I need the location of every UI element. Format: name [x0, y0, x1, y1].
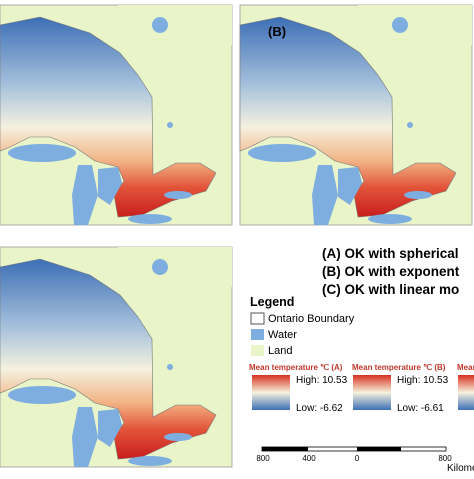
scale-tick: 400 [302, 454, 316, 463]
color-ramp [353, 375, 391, 410]
ramp-title: Mean temperature ℃ (A) [249, 363, 343, 372]
legend-swatch [251, 329, 264, 340]
color-ramp [458, 375, 474, 410]
legend-title: Legend [250, 295, 294, 309]
ramp-high: High: 10.53 [397, 375, 449, 386]
legend-item: Land [268, 345, 292, 357]
color-ramp [252, 375, 290, 410]
scale-tick: 0 [355, 454, 360, 463]
method-label: (B) OK with exponent [322, 264, 460, 279]
panel-label: (B) [268, 24, 286, 39]
map-a [0, 4, 233, 226]
scale-tick: 800 [438, 454, 452, 463]
scale-bar [262, 447, 308, 451]
scale-tick: 800 [256, 454, 270, 463]
legend-item: Ontario Boundary [268, 313, 355, 325]
ramp-high: High: 10.53 [296, 375, 348, 386]
scale-bar [357, 447, 401, 451]
ramp-title: Mean te [457, 363, 474, 372]
legend-swatch [251, 345, 264, 356]
legend-item: Water [268, 329, 297, 341]
method-label: (A) OK with spherical [322, 246, 459, 261]
legend-swatch [250, 312, 265, 325]
ramp-title: Mean temperature ℃ (B) [352, 363, 446, 372]
scale-unit: Kilome [447, 463, 474, 474]
ramp-low: Low: -6.62 [296, 403, 343, 414]
map-c [0, 246, 233, 468]
method-label: (C) OK with linear mo [322, 282, 459, 297]
ramp-low: Low: -6.61 [397, 403, 444, 414]
